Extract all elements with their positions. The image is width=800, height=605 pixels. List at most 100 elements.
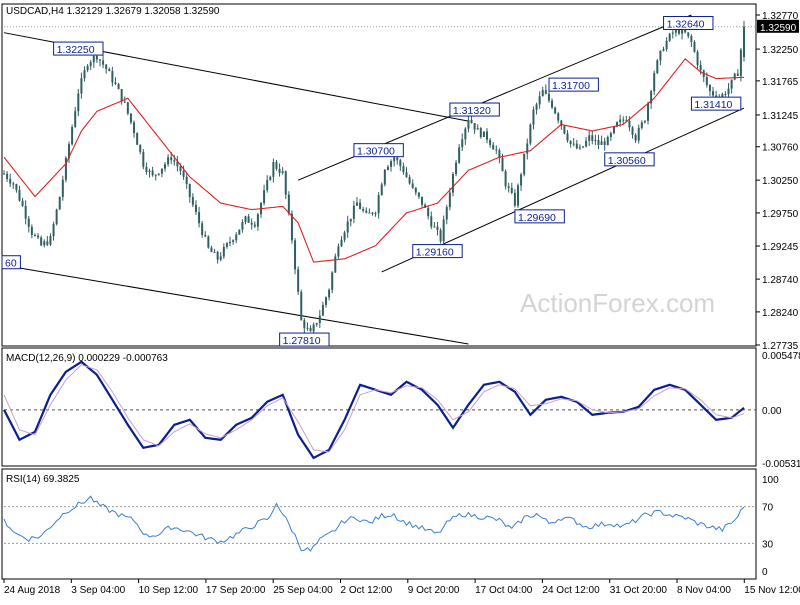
candle-body (690, 36, 693, 42)
candle-body (133, 122, 136, 134)
candle-body (547, 93, 550, 101)
candlesticks (3, 20, 745, 334)
candle-body (213, 251, 216, 253)
candle-body (563, 125, 566, 134)
candle-body (43, 241, 46, 246)
candle-body (244, 216, 247, 222)
rsi-tick-label: 70 (762, 503, 774, 514)
candle-body (74, 111, 77, 128)
candle-body (526, 143, 529, 154)
candle-body (464, 128, 467, 140)
candle-body (631, 127, 634, 135)
level-label: 1.31700 (552, 80, 590, 92)
candle-body (612, 126, 615, 134)
rsi-tick-label: 0 (762, 567, 768, 578)
candle-body (120, 89, 123, 102)
candle-body (164, 164, 167, 169)
trendline (3, 264, 469, 345)
candle-body (470, 119, 473, 124)
macd-tick-label: -0.005314 (762, 459, 800, 470)
candle-body (439, 230, 442, 242)
rsi-tick-label: 100 (762, 475, 779, 486)
level-label-box (1, 255, 21, 270)
candle-body (451, 173, 454, 193)
candle-body (606, 137, 609, 146)
candle-body (640, 122, 643, 128)
candle-body (424, 204, 427, 208)
candle-body (665, 40, 668, 50)
candle-body (365, 210, 368, 213)
level-label: 1.29160 (416, 247, 454, 259)
candle-body (222, 246, 225, 257)
candle-body (402, 166, 405, 173)
candle-body (37, 235, 40, 238)
candle-body (3, 173, 5, 175)
time-tick-label: 10 Sep 12:00 (139, 585, 199, 596)
candle-body (80, 78, 83, 94)
candle-body (414, 187, 417, 193)
macd-axis: 0.005478 0.00 -0.005314 (762, 351, 800, 470)
candle-body (306, 327, 309, 329)
time-tick-label: 24 Aug 2018 (4, 585, 61, 596)
candle-body (281, 171, 284, 174)
candle-body (668, 33, 671, 41)
level-label: 1.32640 (667, 19, 705, 31)
candle-body (95, 55, 98, 60)
candle-body (284, 171, 287, 195)
candle-body (405, 172, 408, 178)
macd-lines (3, 360, 756, 460)
candle-body (597, 139, 600, 145)
candle-body (699, 65, 702, 71)
candle-body (560, 120, 563, 126)
candle-body (708, 85, 711, 92)
level-label: 1.32250 (57, 44, 95, 56)
candle-body (18, 189, 21, 201)
level-label: 1.31410 (694, 99, 732, 111)
candle-body (250, 222, 253, 225)
candle-body (123, 101, 126, 103)
candle-body (721, 93, 724, 99)
rsi-tick-label: 30 (762, 539, 774, 550)
candle-body (501, 158, 504, 172)
candle-body (145, 166, 148, 173)
candle-body (674, 29, 677, 33)
candle-body (383, 169, 386, 185)
candle-body (671, 32, 674, 34)
ema-path (3, 58, 745, 263)
candle-body (111, 71, 114, 83)
candle-body (489, 139, 492, 145)
candle-body (634, 134, 637, 141)
candle-body (557, 113, 560, 121)
level-label-box (514, 209, 565, 224)
candle-body (46, 241, 49, 245)
time-tick-label: 31 Oct 20:00 (610, 585, 668, 596)
rsi-axis: 100 70 30 0 (762, 475, 779, 578)
level-label-box (663, 16, 714, 31)
candle-body (653, 73, 656, 92)
candle-body (352, 205, 355, 219)
candle-body (52, 224, 55, 237)
candle-body (442, 219, 445, 242)
candle-body (622, 119, 625, 121)
candle-body (461, 139, 464, 148)
candle-body (535, 104, 538, 110)
candle-body (380, 184, 383, 196)
candle-body (328, 289, 331, 298)
candle-body (408, 177, 411, 184)
candle-body (278, 168, 281, 174)
candle-body (77, 93, 80, 112)
candle-body (724, 93, 727, 95)
candle-body (21, 200, 24, 206)
price-tick-label: 1.32770 (762, 11, 799, 22)
candle-body (498, 150, 501, 159)
candle-body (114, 82, 117, 84)
level-label: 60 (5, 258, 17, 270)
candle-body (167, 157, 170, 165)
candle-body (108, 68, 111, 72)
candle-body (650, 91, 653, 104)
macd-title: MACD(12,26,9) 0.000229 -0.000763 (6, 353, 168, 364)
candle-body (467, 119, 470, 129)
candle-body (355, 202, 358, 206)
candle-body (210, 247, 213, 253)
candle-body (142, 151, 145, 167)
